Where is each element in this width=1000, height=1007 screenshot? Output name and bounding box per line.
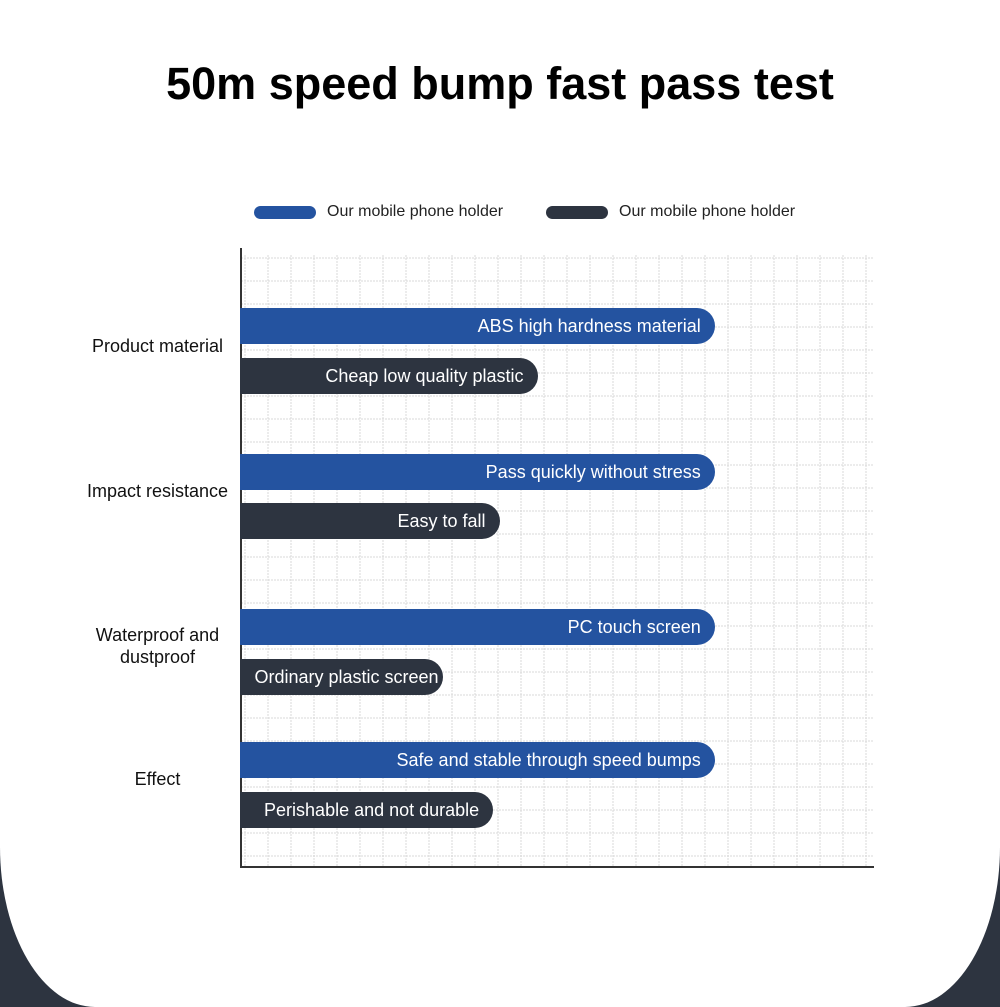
bar-other: Ordinary plastic screen <box>240 659 443 695</box>
chart-title: 50m speed bump fast pass test <box>166 58 834 109</box>
category-label: Waterproof and dustproof <box>95 625 220 667</box>
bar-other: Easy to fall <box>240 503 500 539</box>
bar-ours: ABS high hardness material <box>240 308 715 344</box>
legend-label: Our mobile phone holder <box>619 203 796 220</box>
legend-label: Our mobile phone holder <box>327 203 504 220</box>
legend-item-ours: Our mobile phone holder <box>254 203 503 221</box>
bar-ours: PC touch screen <box>240 609 715 645</box>
y-axis <box>240 248 242 868</box>
bar-ours: Safe and stable through speed bumps <box>240 742 715 778</box>
legend-item-other: Our mobile phone holder <box>546 203 795 221</box>
x-axis <box>240 866 874 868</box>
legend-swatch <box>546 205 608 219</box>
bar-ours: Pass quickly without stress <box>240 454 715 490</box>
category-label: Effect <box>134 769 181 789</box>
bar-other: Perishable and not durable <box>240 792 494 828</box>
legend-swatch <box>254 205 316 219</box>
category-label: Impact resistance <box>86 481 229 501</box>
bar-other: Cheap low quality plastic <box>240 358 538 394</box>
category-label: Product material <box>91 336 224 356</box>
